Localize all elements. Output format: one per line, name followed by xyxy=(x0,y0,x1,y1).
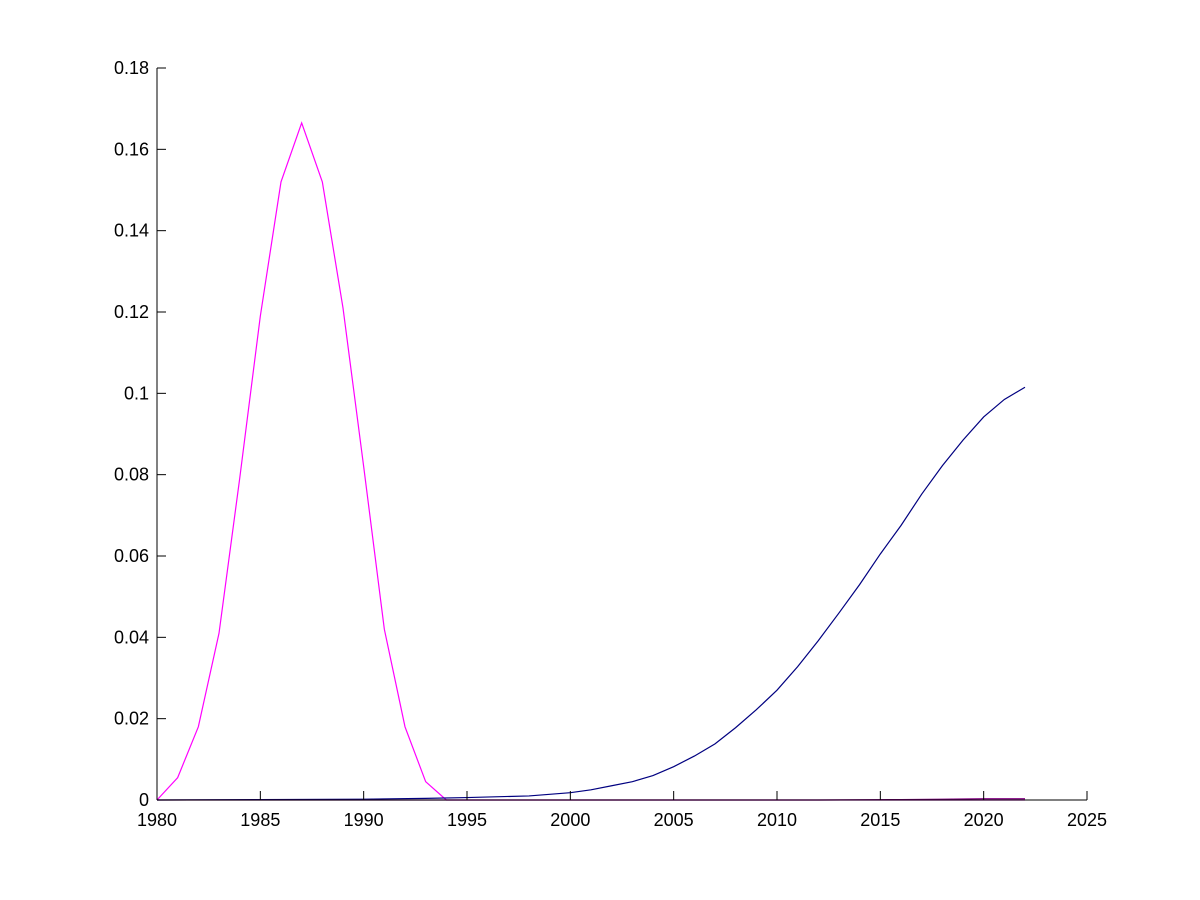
y-tick-label: 0.08 xyxy=(114,465,149,485)
y-tick-label: 0.02 xyxy=(114,709,149,729)
x-tick-label: 2015 xyxy=(860,810,900,830)
y-tick-label: 0.04 xyxy=(114,627,149,647)
x-tick-label: 1985 xyxy=(240,810,280,830)
y-tick-label: 0 xyxy=(139,790,149,810)
axes-layer: 1980 1985 1990 1995 2000 2005 2010 2015 2020 2025… xyxy=(114,58,1107,830)
series-line-2 xyxy=(156,386,1026,801)
x-tick-label: 1980 xyxy=(137,810,177,830)
x-tick-label: 1990 xyxy=(344,810,384,830)
series-line-1 xyxy=(156,121,1025,801)
y-tick-label: 0.14 xyxy=(114,221,149,241)
y-tick-label: 0.12 xyxy=(114,302,149,322)
x-tick-label: 2005 xyxy=(654,810,694,830)
x-tick-label: 2000 xyxy=(550,810,590,830)
series-layer xyxy=(156,121,1026,801)
x-tick-label: 2010 xyxy=(757,810,797,830)
y-tick-label: 0.16 xyxy=(114,139,149,159)
x-tick-label: 2020 xyxy=(964,810,1004,830)
x-tick-label: 2025 xyxy=(1067,810,1107,830)
y-tick-label: 0.06 xyxy=(114,546,149,566)
y-tick-label: 0.18 xyxy=(114,58,149,78)
x-tick-label: 1995 xyxy=(447,810,487,830)
y-tick-label: 0.1 xyxy=(124,383,149,403)
